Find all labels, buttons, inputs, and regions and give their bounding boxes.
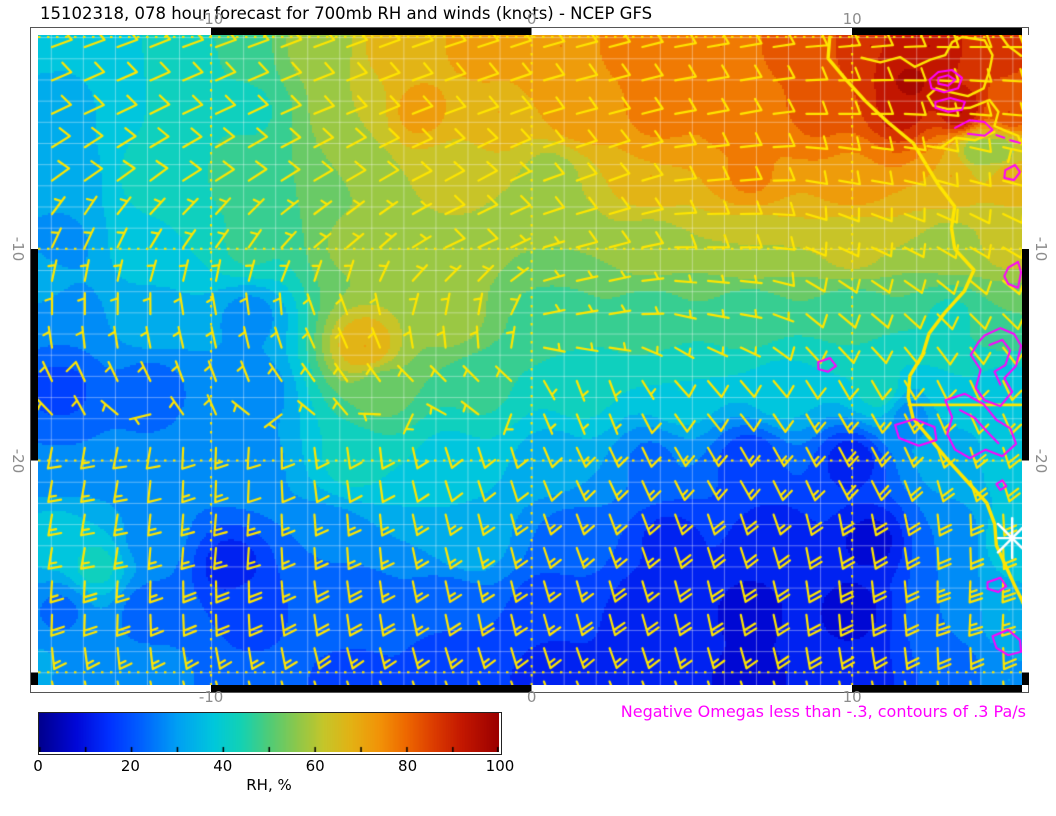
colorbar-tick-label: 0 — [33, 757, 43, 775]
lon-tick-label-bottom: -10 — [198, 688, 224, 706]
map-border-right — [1022, 35, 1029, 685]
colorbar-tick-label: 100 — [485, 757, 515, 775]
colorbar-tick-label: 60 — [305, 757, 325, 775]
lon-tick-label-bottom: 10 — [842, 688, 862, 706]
map-border-top — [38, 28, 1022, 35]
omega-caption: Negative Omegas less than -.3, contours … — [620, 702, 1026, 721]
colorbar-gradient — [39, 713, 499, 752]
lon-tick-label-top: -10 — [198, 10, 224, 28]
colorbar-tick-label: 40 — [213, 757, 233, 775]
rh-wind-map-canvas — [38, 35, 1022, 685]
lon-tick-label-top: 10 — [842, 10, 862, 28]
colorbar-tick-label: 20 — [120, 757, 140, 775]
map-border-bottom — [38, 685, 1022, 692]
lat-tick-label-right: -20 — [1032, 448, 1050, 473]
lon-tick-label-top: 0 — [526, 10, 537, 28]
lon-tick-label-bottom: 0 — [526, 688, 537, 706]
page-title: 15102318, 078 hour forecast for 700mb RH… — [40, 4, 653, 23]
map-plot-area — [38, 35, 1022, 685]
lat-tick-label-left: -10 — [9, 236, 27, 262]
lat-tick-label-right: -10 — [1032, 236, 1050, 262]
colorbar-axis-label: RH, % — [246, 776, 292, 794]
colorbar — [38, 712, 502, 755]
map-border-left — [31, 35, 38, 685]
colorbar-tick-label: 80 — [398, 757, 418, 775]
lat-tick-label-left: -20 — [9, 448, 27, 473]
